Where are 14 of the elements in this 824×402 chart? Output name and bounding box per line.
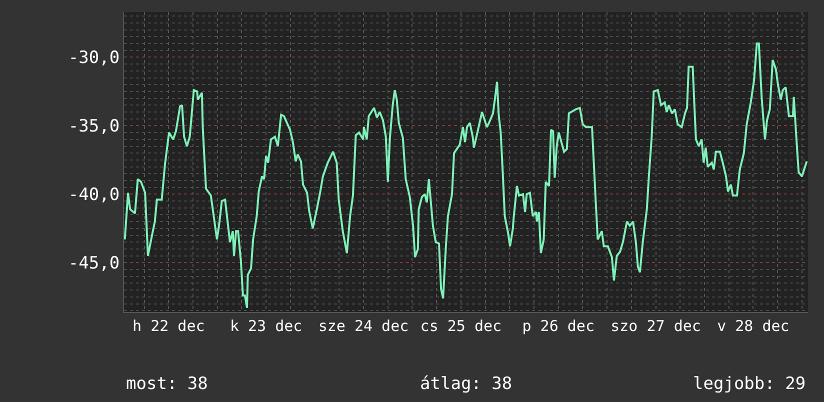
y-tick-label: -45,0 [68,254,120,274]
y-tick-label: -40,0 [68,185,120,206]
text: legjobb: 29 [693,374,806,394]
text: most: 38 [126,374,208,394]
x-tick-label: h 22 dec [132,317,205,335]
y-tick-label: -30,0 [68,48,120,68]
text: átlag: 38 [420,374,512,394]
x-tick-label: v 28 dec [717,317,790,335]
x-tick-label: cs 25 dec [420,317,502,335]
x-tick-label: k 23 dec [230,317,302,335]
x-tick-label: sze 24 dec [318,317,409,335]
x-tick-label: p 26 dec [522,317,594,335]
y-tick-label: -35,0 [68,116,120,137]
x-tick-label: szo 27 dec [610,317,701,335]
